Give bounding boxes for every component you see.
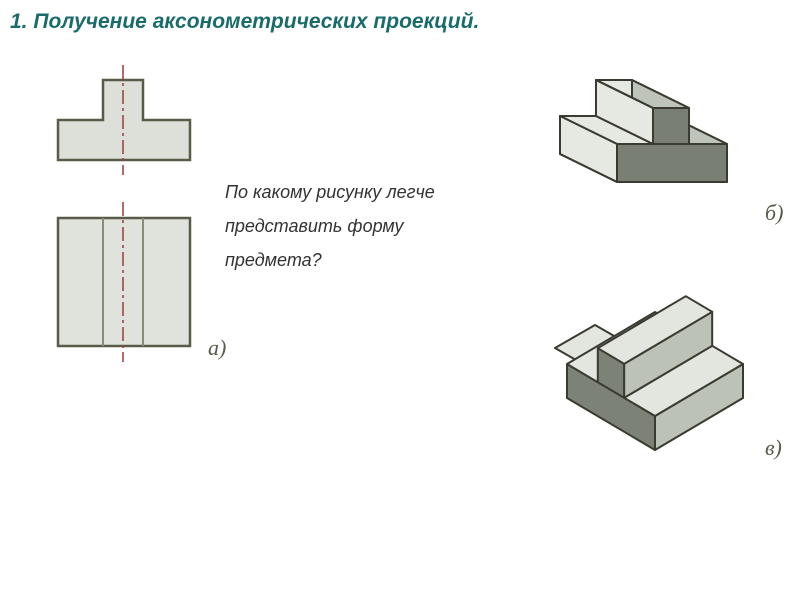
figure-b-axonometric [530,60,780,235]
figure-a-orthographic [50,60,210,370]
page-title: 1. Получение аксонометрических проекций. [10,10,479,34]
question-line2: представить форму [225,216,404,236]
figure-c-isometric [530,260,790,470]
b-front-upper [653,108,689,144]
figure-a-top-view [58,202,190,362]
top-rect [58,218,190,346]
title-text: 1. Получение аксонометрических проекций. [10,10,479,33]
figure-label-a: а) [208,335,226,361]
question-text: По какому рисунку легче представить форм… [225,175,465,278]
b-front-full [617,144,727,182]
t-shape [58,80,190,160]
question-line1: По какому рисунку легче [225,182,435,202]
question-line3: предмета? [225,250,322,270]
figure-a-front-view [58,65,190,175]
